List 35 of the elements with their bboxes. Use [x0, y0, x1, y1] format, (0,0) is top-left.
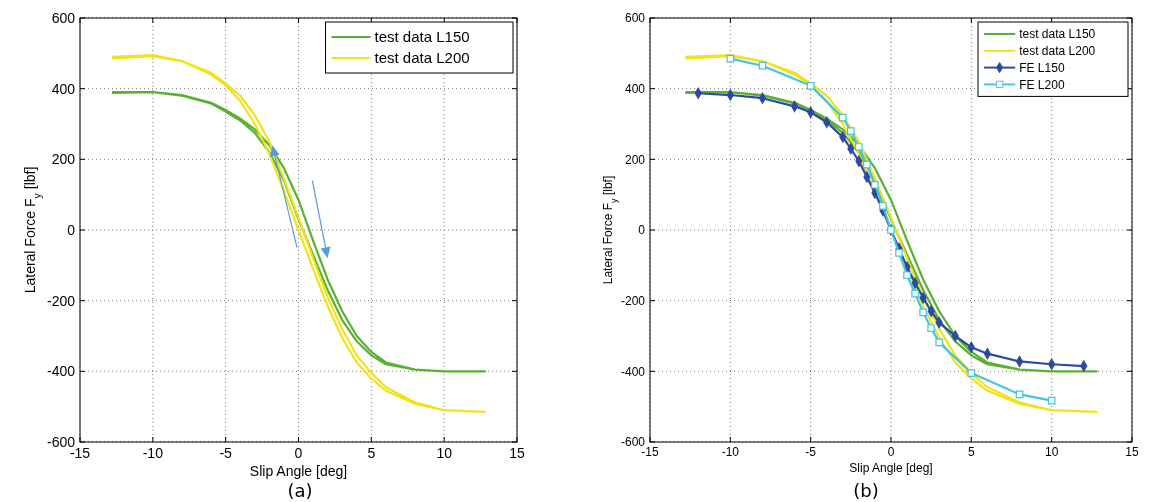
y-tick-label: 200 — [624, 152, 646, 167]
x-tick-label: 5 — [967, 445, 975, 459]
x-tick-label: 15 — [1125, 445, 1139, 459]
y-tick-label: -400 — [46, 363, 76, 380]
y-tick-label: 400 — [51, 80, 76, 97]
legend-label: FE L200 — [1019, 77, 1065, 92]
legend-label: test data L200 — [1019, 44, 1096, 58]
x-axis-title: Slip Angle [deg] — [849, 460, 933, 475]
y-tick-label: 0 — [638, 223, 646, 238]
x-tick-label: -5 — [805, 445, 817, 459]
x-tick-label: -10 — [721, 445, 740, 459]
legend-label: test data L200 — [374, 49, 470, 67]
x-tick-label: -10 — [142, 445, 164, 461]
x-tick-label: 15 — [509, 445, 525, 461]
y-tick-label: 600 — [624, 11, 646, 26]
y-tick-label: 600 — [51, 9, 76, 26]
legend-label: FE L150 — [1019, 60, 1065, 75]
text: (b) — [853, 480, 879, 501]
x-tick-label: -5 — [219, 445, 233, 461]
y-tick-label: 400 — [624, 81, 646, 96]
y-tick-label: -600 — [46, 433, 76, 450]
y-tick-label: 0 — [67, 221, 76, 238]
x-tick-label: 10 — [436, 445, 453, 461]
x-tick-label: 0 — [887, 445, 895, 459]
legend-label: test data L150 — [1019, 27, 1096, 42]
text: (a) — [287, 480, 313, 501]
y-tick-label: -200 — [46, 292, 76, 309]
y-tick-label: -400 — [620, 364, 646, 379]
x-tick-label: 10 — [1044, 445, 1059, 459]
y-tick-label: 200 — [51, 151, 76, 168]
legend-label: test data L150 — [374, 28, 470, 46]
x-tick-label: 0 — [294, 445, 303, 461]
y-tick-label: -200 — [620, 293, 646, 308]
x-tick-label: 5 — [367, 445, 376, 461]
x-axis-title: Slip Angle [deg] — [249, 463, 348, 480]
